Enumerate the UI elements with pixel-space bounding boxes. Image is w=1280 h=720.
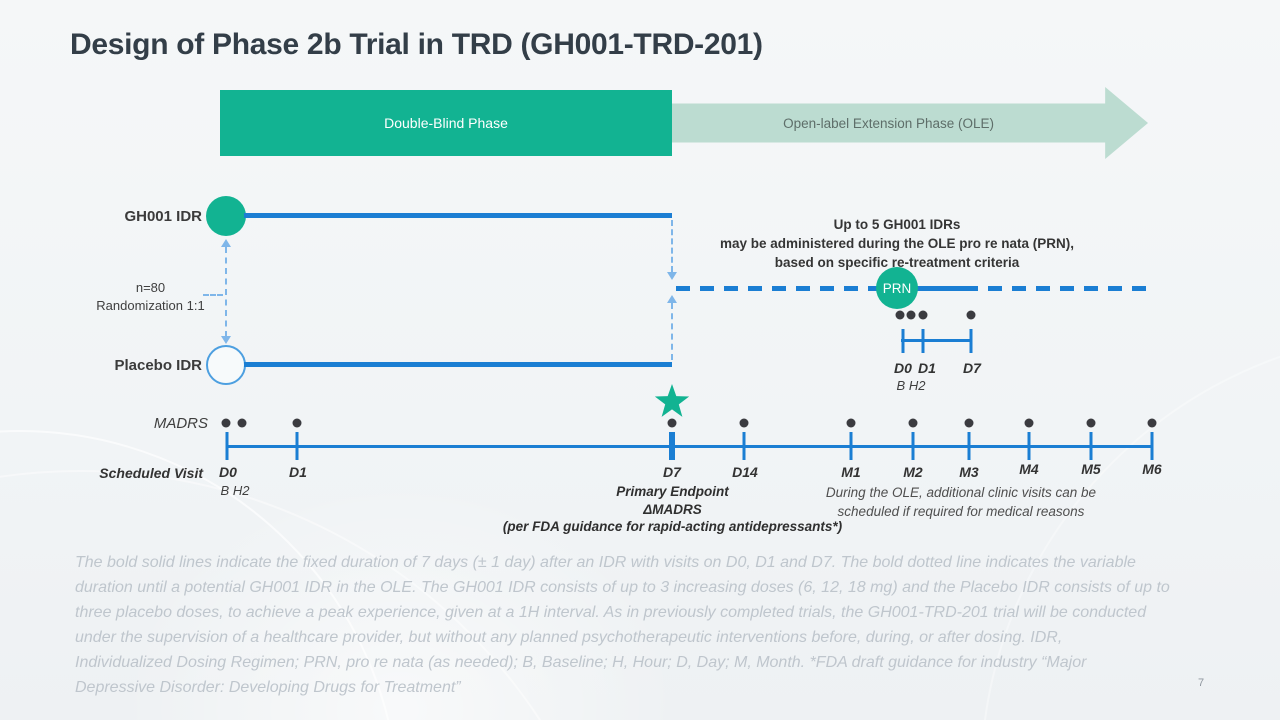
footnote: The bold solid lines indicate the fixed …	[75, 550, 1220, 700]
visit-dot	[906, 310, 916, 320]
page-number: 7	[1198, 677, 1205, 689]
mini-tick-label-d7: D7	[963, 360, 981, 376]
madrs-dot	[908, 418, 918, 428]
randomization-label: Randomization 1:1	[96, 298, 205, 313]
tick-d1	[295, 432, 299, 460]
randomization-dashed-line	[225, 247, 227, 337]
mini-baseline-label: B H2	[896, 378, 926, 393]
ole-visits-note-line1: During the OLE, additional clinic visits…	[825, 485, 1097, 500]
tick-d0	[225, 432, 229, 460]
mini-tick-d1	[921, 329, 925, 353]
placebo-to-ole-dashed-line	[671, 303, 673, 360]
mini-tick-label-d1: D1	[918, 360, 936, 376]
footnote-line: under the supervision of a healthcare pr…	[75, 629, 1063, 646]
tick-label-m5: M5	[1081, 461, 1101, 477]
randomization-note: n=80 Randomization 1:1	[78, 279, 223, 315]
tick-label-m3: M3	[959, 464, 979, 480]
tick-d7	[669, 432, 675, 460]
gh001-dose-circle	[206, 196, 246, 236]
madrs-dot	[221, 418, 231, 428]
ole-note-line3: based on specific re-treatment criteria	[774, 255, 1020, 270]
randomization-connector-dash	[203, 294, 223, 296]
scheduled-visit-label: Scheduled Visit	[99, 465, 203, 481]
madrs-dot	[1086, 418, 1096, 428]
madrs-dot	[1024, 418, 1034, 428]
ole-retreatment-note: Up to 5 GH001 IDRs may be administered d…	[685, 215, 1109, 272]
tick-m2	[911, 432, 915, 460]
footnote-line: three placebo doses, to achieve a peak e…	[75, 604, 1147, 621]
tick-m4	[1027, 432, 1031, 460]
tick-label-d1: D1	[289, 464, 307, 480]
tick-m6	[1150, 432, 1154, 460]
mini-tick-d0	[901, 329, 905, 353]
tick-label-m2: M2	[903, 464, 923, 480]
double-blind-phase-banner: Double-Blind Phase	[220, 90, 672, 156]
tick-label-d7: D7	[663, 464, 681, 480]
visit-dot	[895, 310, 905, 320]
tick-m1	[849, 432, 853, 460]
gh001-timeline-line	[244, 213, 672, 218]
ole-visits-note-line2: scheduled if required for medical reason…	[837, 503, 1085, 519]
footnote-line: The bold solid lines indicate the fixed …	[75, 554, 1136, 571]
tick-label-m4: M4	[1019, 461, 1039, 477]
ole-note-line1: Up to 5 GH001 IDRs	[833, 217, 961, 232]
mini-tick-label-d0: D0	[894, 360, 912, 376]
madrs-axis-label: MADRS	[153, 415, 208, 432]
slide-title: Design of Phase 2b Trial in TRD (GH001-T…	[70, 28, 763, 61]
madrs-dot	[1147, 418, 1157, 428]
gh001-to-ole-arrowhead-icon	[667, 272, 677, 280]
primary-endpoint-star-icon	[654, 384, 690, 417]
tick-d14	[742, 432, 746, 460]
prn-badge: PRN	[876, 267, 918, 309]
open-label-phase-arrow: Open-label Extension Phase (OLE)	[672, 87, 1148, 159]
ole-visits-note: During the OLE, additional clinic visits…	[785, 484, 1137, 521]
baseline-label: B H2	[220, 483, 250, 498]
randomization-arrowhead-down-icon	[221, 336, 231, 344]
n-label: n=80	[135, 280, 166, 295]
visit-dot	[966, 310, 976, 320]
madrs-dot	[739, 418, 749, 428]
footnote-line: Individualized Dosing Regimen; PRN, pro …	[75, 654, 1087, 671]
tick-m5	[1089, 432, 1093, 460]
footnote-line: duration until a potential GH001 IDR in …	[75, 579, 1170, 596]
placebo-to-ole-arrowhead-icon	[667, 295, 677, 303]
mini-tick-d7	[969, 329, 973, 353]
tick-label-m1: M1	[841, 464, 861, 480]
open-label-phase-label: Open-label Extension Phase (OLE)	[783, 115, 995, 131]
tick-label-d14: D14	[732, 464, 758, 480]
double-blind-phase-label: Double-Blind Phase	[384, 115, 508, 131]
tick-m3	[967, 432, 971, 460]
madrs-dot	[667, 418, 677, 428]
tick-label-d0: D0	[219, 464, 237, 480]
ole-solid-segment	[916, 286, 976, 291]
visit-dot	[918, 310, 928, 320]
main-timeline-line	[227, 445, 1153, 448]
gh001-to-ole-dashed-line	[671, 220, 673, 272]
madrs-dot	[237, 418, 247, 428]
madrs-dot	[964, 418, 974, 428]
footnote-line: Depressive Disorder: Developing Drugs fo…	[75, 679, 461, 696]
placebo-idr-label: Placebo IDR	[114, 357, 202, 374]
placebo-dose-circle	[206, 345, 246, 385]
randomization-arrowhead-up-icon	[221, 239, 231, 247]
madrs-dot	[292, 418, 302, 428]
gh001-idr-label: GH001 IDR	[124, 208, 202, 225]
madrs-dot	[846, 418, 856, 428]
ole-note-line2: may be administered during the OLE pro r…	[719, 236, 1075, 251]
tick-label-m6: M6	[1142, 461, 1162, 477]
mini-timeline-line	[901, 339, 972, 342]
placebo-timeline-line	[244, 362, 672, 367]
